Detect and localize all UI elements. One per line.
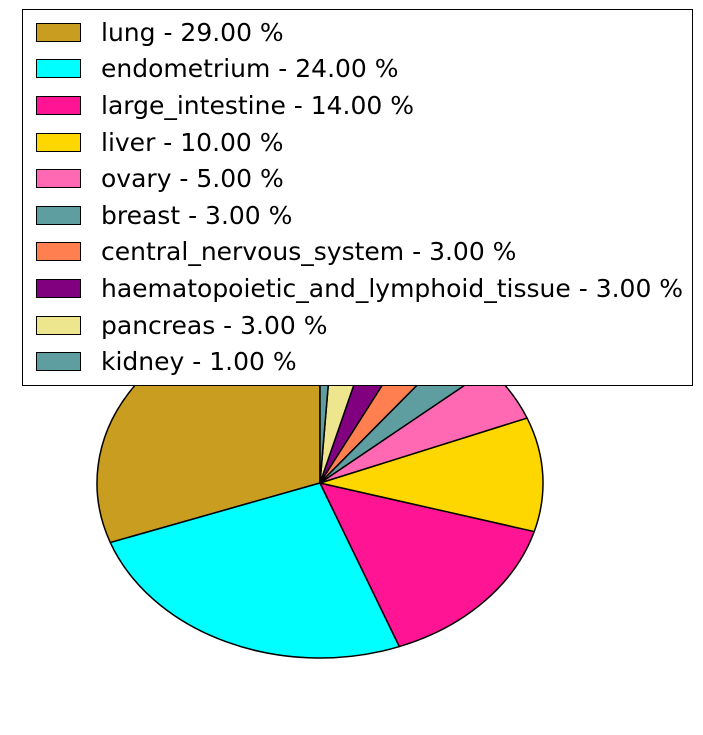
legend-swatch-icon [36, 352, 81, 372]
legend-label: central_nervous_system - 3.00 % [101, 237, 517, 267]
legend-label: kidney - 1.00 % [101, 347, 297, 377]
legend-swatch-icon [36, 132, 81, 152]
legend-swatch-icon [36, 59, 81, 79]
legend-item-breast: breast - 3.00 % [36, 197, 692, 234]
legend-swatch-icon [36, 22, 81, 42]
legend-label: liver - 10.00 % [101, 127, 284, 157]
pie-slice-endometrium [109, 482, 401, 659]
legend-label: breast - 3.00 % [101, 200, 293, 230]
legend-label: ovary - 5.00 % [101, 164, 284, 194]
legend-label: haematopoietic_and_lymphoid_tissue - 3.0… [101, 273, 684, 303]
legend-item-endometrium: endometrium - 24.00 % [36, 51, 692, 88]
legend-swatch-icon [36, 315, 81, 335]
pie-slice-large_intestine [319, 482, 535, 648]
legend-item-ovary: ovary - 5.00 % [36, 160, 692, 197]
legend-item-liver: liver - 10.00 % [36, 124, 692, 161]
legend-swatch-icon [36, 169, 81, 189]
legend-swatch-icon [36, 278, 81, 298]
legend-item-large_intestine: large_intestine - 14.00 % [36, 87, 692, 124]
legend-swatch-icon [36, 95, 81, 115]
legend-label: pancreas - 3.00 % [101, 310, 328, 340]
pie-slice-liver [319, 417, 544, 533]
legend-item-kidney: kidney - 1.00 % [36, 343, 692, 380]
legend-item-central_nervous_system: central_nervous_system - 3.00 % [36, 234, 692, 271]
legend-swatch-icon [36, 242, 81, 262]
legend-label: lung - 29.00 % [101, 17, 284, 47]
legend-label: endometrium - 24.00 % [101, 54, 399, 84]
legend-box: lung - 29.00 % endometrium - 24.00 % large… [22, 9, 693, 386]
legend-item-lung: lung - 29.00 % [36, 14, 692, 51]
legend-swatch-icon [36, 205, 81, 225]
legend-label: large_intestine - 14.00 % [101, 90, 415, 120]
legend-item-pancreas: pancreas - 3.00 % [36, 307, 692, 344]
legend-item-haematopoietic_and_lymphoid_tissue: haematopoietic_and_lymphoid_tissue - 3.0… [36, 270, 692, 307]
